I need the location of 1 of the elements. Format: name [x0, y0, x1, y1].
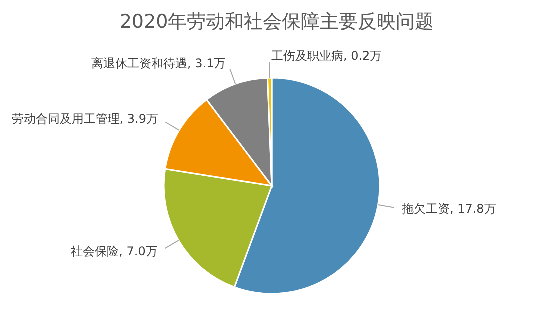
title: 2020年劳动和社会保障主要反映问题 — [120, 11, 434, 33]
